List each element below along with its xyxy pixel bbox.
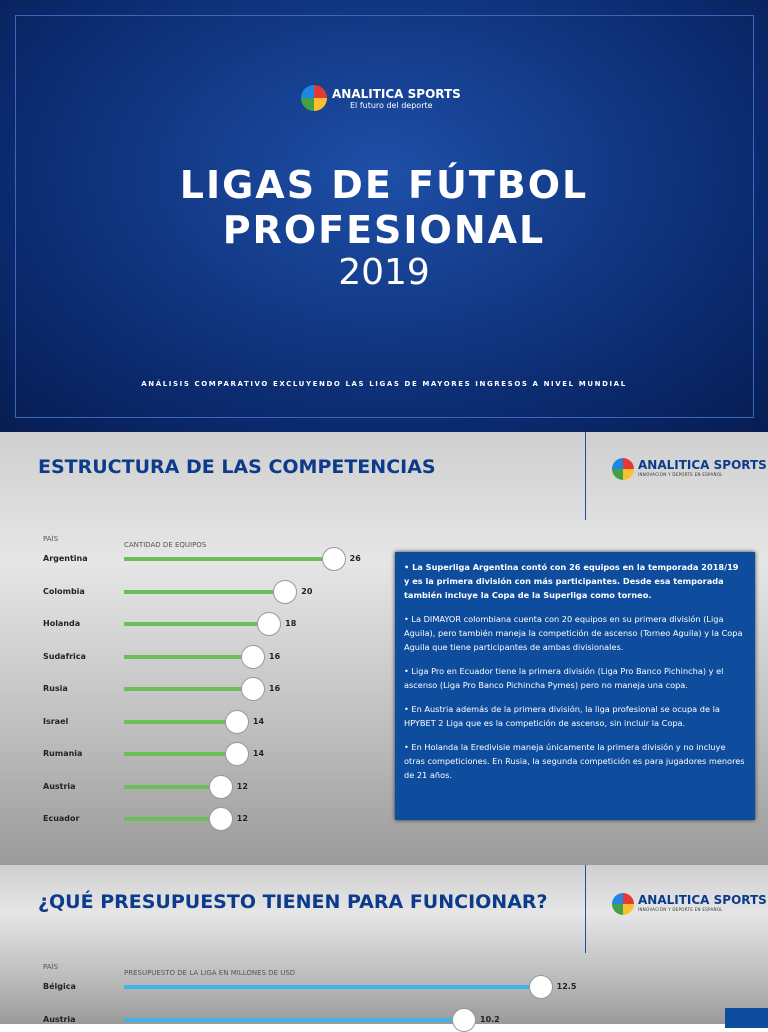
category-label: PAÍS bbox=[43, 963, 59, 971]
brand-tagline: INNOVACIÓN Y DEPORTE EN ESPAÑOL bbox=[638, 907, 723, 912]
value-label: PRESUPUESTO DE LA LIGA EN MILLONES DE US… bbox=[124, 969, 296, 977]
logo bbox=[301, 85, 327, 111]
brand-tagline: INNOVACIÓN Y DEPORTE EN ESPAÑOL bbox=[638, 472, 723, 477]
category: Austria bbox=[43, 781, 76, 791]
brand: ANALITICA SPORTS bbox=[332, 87, 461, 101]
section: ¿QUÉ PRESUPUESTO TIENEN PARA FUNCIONAR? A… bbox=[0, 865, 768, 1032]
bar bbox=[124, 1018, 464, 1022]
divider bbox=[585, 432, 586, 520]
bar bbox=[124, 985, 541, 989]
value: 18 bbox=[285, 619, 297, 628]
league-logo bbox=[224, 742, 249, 766]
category: Rusia bbox=[43, 684, 68, 693]
tagline: El futuro del deporte bbox=[350, 101, 433, 110]
logo bbox=[612, 893, 634, 915]
category: Bélgica bbox=[43, 982, 76, 991]
frame bbox=[15, 15, 754, 418]
notes-box bbox=[725, 1008, 768, 1028]
category: Colombia bbox=[43, 586, 85, 596]
category: Ecuador bbox=[43, 814, 80, 823]
bar bbox=[124, 784, 221, 789]
value: 12 bbox=[236, 781, 248, 791]
title-line: LIGAS DE FÚTBOL bbox=[179, 163, 589, 207]
value: 10.2 bbox=[480, 1015, 500, 1024]
notes-box: • La Superliga Argentina contó con 26 eq… bbox=[395, 552, 755, 820]
title-line: PROFESIONAL bbox=[222, 208, 546, 252]
value: 20 bbox=[301, 586, 313, 596]
bar bbox=[124, 589, 286, 594]
note: • En Holanda la Eredivisie maneja únicam… bbox=[404, 742, 745, 780]
league-logo bbox=[273, 579, 298, 604]
value: 12 bbox=[236, 814, 248, 823]
note: • En Austria además de la primera divisi… bbox=[404, 704, 720, 728]
value: 26 bbox=[349, 554, 361, 563]
league-logo bbox=[224, 709, 249, 734]
divider bbox=[585, 865, 586, 953]
category: Rumania bbox=[43, 749, 83, 758]
subtitle: ANÁLISIS COMPARATIVO EXCLUYENDO LAS LIGA… bbox=[141, 380, 627, 388]
league-logo bbox=[257, 612, 282, 636]
league-logo bbox=[241, 677, 265, 701]
value: 14 bbox=[252, 716, 265, 726]
value: 12.5 bbox=[556, 982, 577, 991]
brand: ANALITICA SPORTS bbox=[638, 458, 767, 472]
bar bbox=[124, 654, 253, 659]
bar bbox=[124, 719, 237, 724]
category: Israel bbox=[43, 716, 69, 726]
brand: ANALITICA SPORTS bbox=[638, 893, 767, 907]
bar bbox=[124, 817, 221, 821]
league-logo bbox=[528, 975, 553, 999]
logo bbox=[612, 458, 634, 480]
category-label: PAÍS bbox=[43, 535, 59, 543]
league-logo bbox=[452, 1008, 476, 1032]
note: • Liga Pro en Ecuador tiene la primera d… bbox=[404, 666, 724, 690]
bar bbox=[124, 752, 237, 756]
value-label: CANTIDAD DE EQUIPOS bbox=[124, 541, 207, 549]
category: Austria bbox=[43, 1015, 76, 1024]
bar bbox=[124, 557, 334, 561]
league-logo bbox=[241, 644, 265, 669]
league-logo bbox=[321, 547, 346, 571]
category: Argentina bbox=[43, 554, 88, 563]
category: Holanda bbox=[43, 619, 81, 628]
cover: ANALITICA SPORTS El futuro del deporte L… bbox=[0, 0, 768, 432]
category: Sudafrica bbox=[43, 651, 86, 661]
section-title: ¿QUÉ PRESUPUESTO TIENEN PARA FUNCIONAR? bbox=[38, 891, 548, 913]
value: 16 bbox=[269, 651, 281, 661]
section-title: ESTRUCTURA DE LAS COMPETENCIAS bbox=[38, 456, 436, 478]
value: 16 bbox=[269, 684, 281, 693]
value: 14 bbox=[252, 749, 265, 758]
league-logo bbox=[208, 774, 233, 799]
note: • La DIMAYOR colombiana cuenta con 20 eq… bbox=[404, 614, 743, 652]
year: 2019 bbox=[338, 252, 430, 293]
bar bbox=[124, 622, 270, 626]
bar bbox=[124, 687, 253, 691]
league-logo bbox=[208, 807, 233, 831]
note: • La Superliga Argentina contó con 26 eq… bbox=[404, 562, 739, 600]
